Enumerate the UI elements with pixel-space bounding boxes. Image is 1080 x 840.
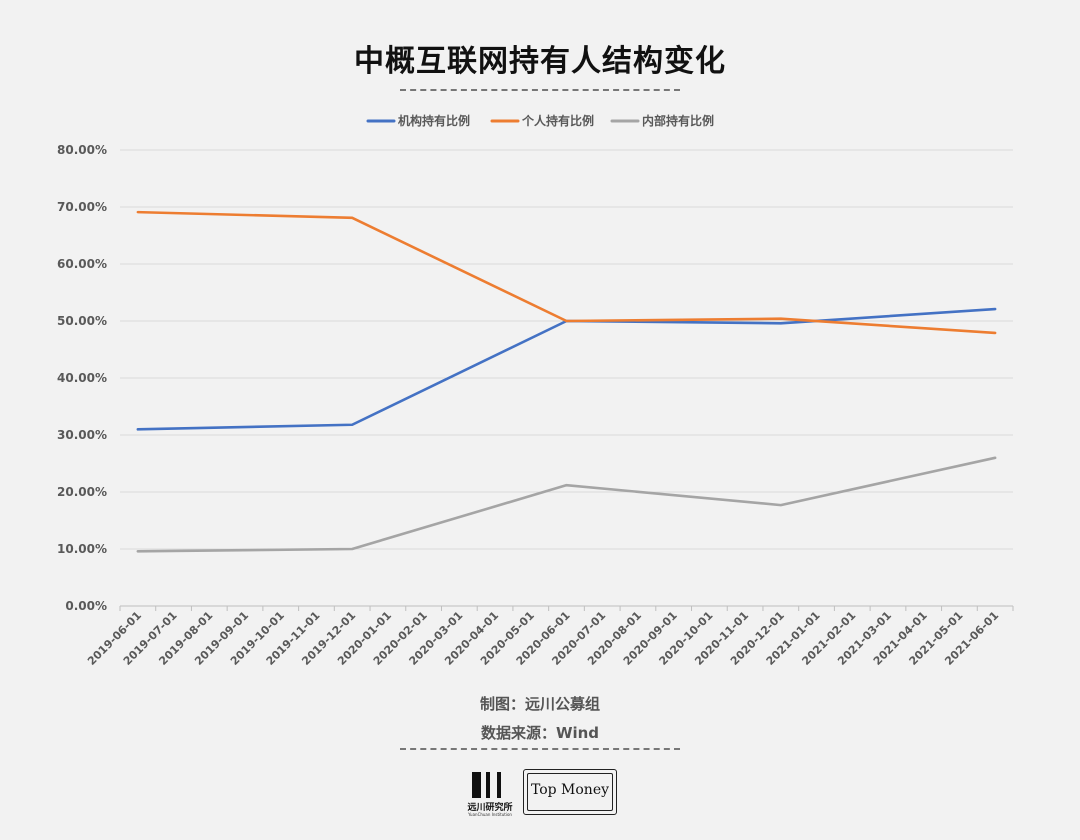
- chart-title: 中概互联网持有人结构变化: [354, 44, 726, 79]
- y-tick-label: 50.00%: [57, 314, 107, 328]
- y-tick-label: 20.00%: [57, 485, 107, 499]
- yuanchuan-logo: 远川研究所 YuanChuan Institution: [462, 768, 518, 820]
- legend-label: 机构持有比例: [398, 113, 470, 128]
- chart-credit: 制图：远川公募组: [479, 695, 600, 713]
- series-line: [136, 307, 997, 431]
- y-tick-label: 30.00%: [57, 428, 107, 442]
- line-chart: 0.00% 10.00% 20.00% 30.00% 40.00% 50.00% 60.00…: [57, 113, 1014, 668]
- footer-divider: [400, 748, 680, 750]
- y-tick-label: 80.00%: [57, 143, 107, 157]
- yuanchuan-logo-text: 远川研究所: [467, 803, 513, 813]
- y-tick-label: 60.00%: [57, 257, 107, 271]
- yuanchuan-logo-subtext: YuanChuan Institution: [468, 812, 512, 817]
- y-tick-label: 10.00%: [57, 542, 107, 556]
- legend-label: 个人持有比例: [521, 113, 594, 128]
- topmoney-logo: Top Money: [523, 769, 617, 815]
- y-tick-label: 40.00%: [57, 371, 107, 385]
- topmoney-logo-text: Top Money: [530, 782, 610, 798]
- topmoney-logo-border: [527, 773, 613, 811]
- y-tick-label: 70.00%: [57, 200, 107, 214]
- data-source: 数据来源：Wind: [480, 724, 600, 742]
- title-divider: [400, 89, 680, 91]
- series-line: [136, 210, 997, 335]
- yuanchuan-logo-mark: [472, 772, 501, 798]
- legend-label: 内部持有比例: [642, 113, 714, 128]
- series-line: [136, 456, 997, 553]
- y-tick-label: 0.00%: [65, 599, 107, 613]
